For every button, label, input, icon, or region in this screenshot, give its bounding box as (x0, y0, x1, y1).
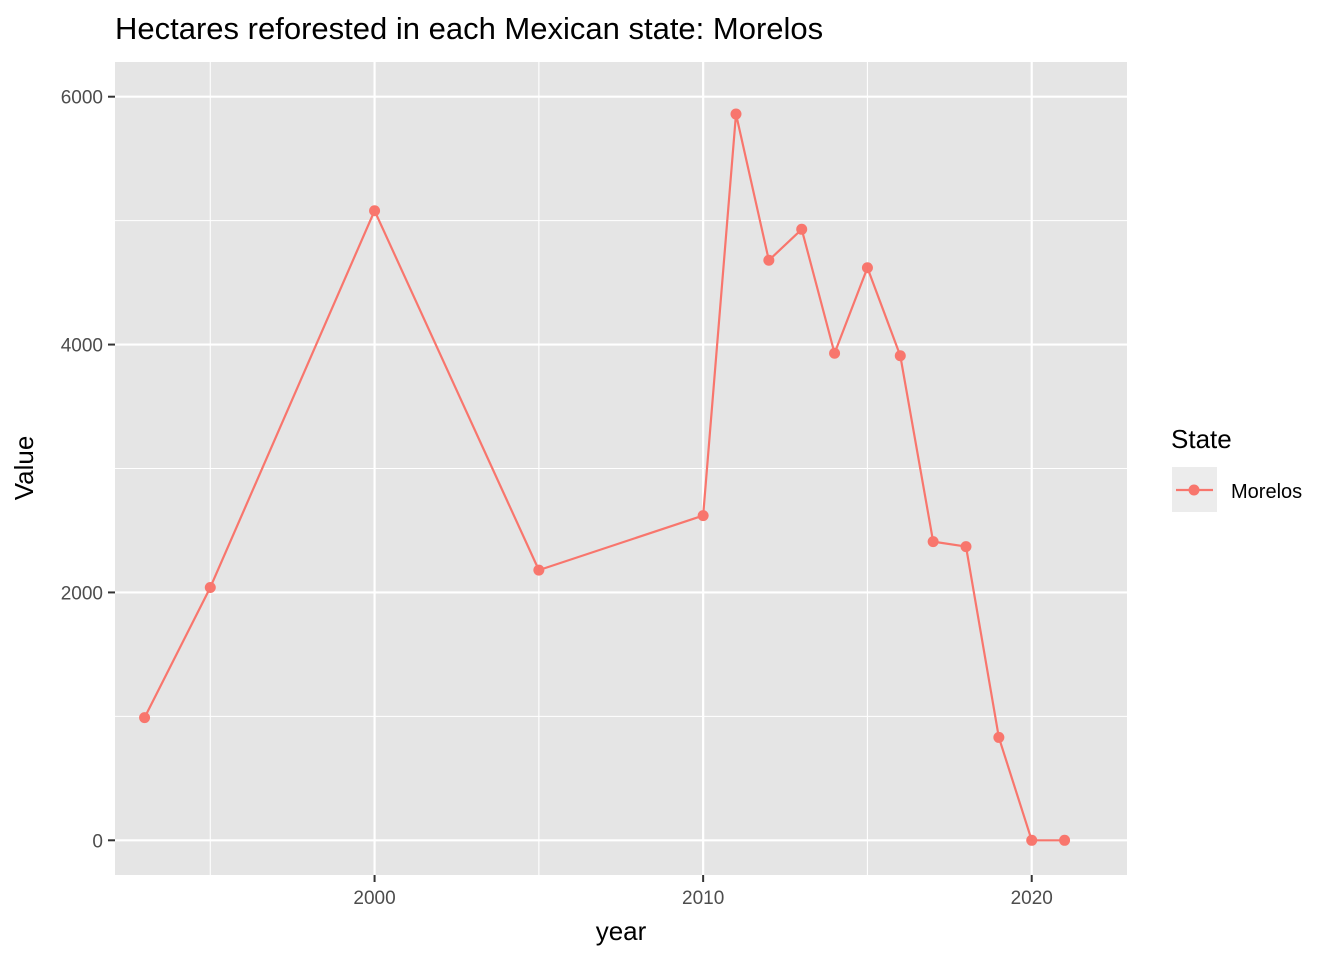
data-point (796, 223, 808, 235)
x-axis: 2000 2010 2020 (353, 875, 1053, 909)
y-tick-label: 4000 (61, 336, 103, 357)
legend: State Morelos (1171, 424, 1302, 512)
x-tick-label: 2000 (353, 888, 395, 909)
data-point (533, 564, 545, 576)
series-layer (139, 108, 1071, 846)
x-tick-label: 2020 (1011, 888, 1053, 909)
data-point (993, 731, 1005, 743)
data-point (1026, 834, 1038, 846)
y-axis-title: Value (9, 436, 39, 501)
grid-minor (115, 62, 1197, 875)
y-tick-label: 2000 (61, 583, 103, 604)
data-point (730, 108, 742, 120)
series-line-morelos (143, 112, 1065, 842)
data-point (861, 262, 873, 274)
data-point (204, 581, 216, 593)
legend-title: State (1171, 424, 1232, 454)
y-tick-label: 6000 (61, 88, 103, 109)
x-axis-title: year (596, 916, 647, 946)
data-point (960, 541, 972, 553)
chart-title: Hectares reforested in each Mexican stat… (115, 11, 823, 46)
data-point (1059, 834, 1071, 846)
legend-key-point (1188, 484, 1200, 496)
legend-label-morelos: Morelos (1231, 481, 1302, 503)
data-point (697, 510, 709, 522)
x-tick-label: 2010 (682, 888, 724, 909)
data-point (763, 254, 775, 266)
data-point (369, 205, 381, 217)
data-point (829, 347, 841, 359)
y-axis: 0 2000 4000 6000 (61, 88, 115, 852)
data-point (927, 536, 939, 548)
data-point (139, 712, 151, 724)
grid-major (115, 62, 1127, 875)
y-tick-label: 0 (92, 831, 103, 852)
data-point (894, 350, 906, 362)
